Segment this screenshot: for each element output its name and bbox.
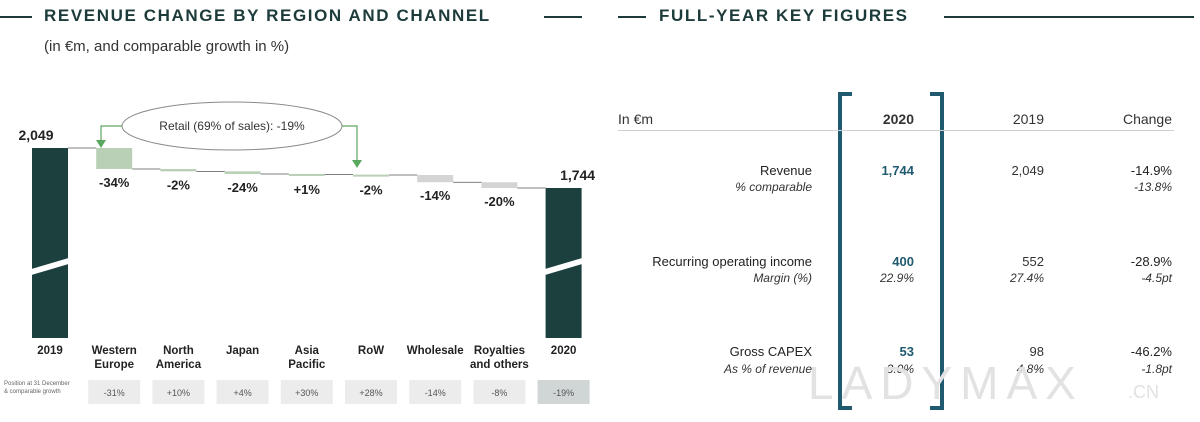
- left-title-rule-right: [544, 16, 582, 18]
- category-label-3: Japan: [226, 345, 259, 357]
- category-label-0: 2019: [37, 345, 63, 357]
- row-capex-sub2020: 3.0%: [886, 362, 914, 376]
- category-label-2: North America: [156, 345, 202, 371]
- bar-change-2: [160, 168, 197, 172]
- category-label-5: RoW: [358, 345, 384, 357]
- row-roi-sub2020: 22.9%: [879, 271, 914, 285]
- right-title-rule-left: [618, 16, 646, 18]
- change-label-1: -34%: [99, 175, 130, 190]
- retail-arrow-left: [100, 125, 122, 142]
- bottom-box-5: [345, 380, 397, 404]
- right-panel-title: FULL-YEAR KEY FIGURES: [659, 6, 909, 25]
- bar-change-1: [96, 148, 133, 169]
- category-label-8: 2020: [551, 345, 577, 357]
- row-capex-change: -46.2%: [1130, 344, 1172, 359]
- bar-start-2019: [32, 148, 68, 338]
- change-label-6: -14%: [420, 188, 451, 203]
- row-revenue-label: Revenue: [759, 163, 812, 178]
- watermark-text: LADYMAX: [808, 357, 1084, 409]
- bottom-value-6: -14%: [425, 388, 446, 398]
- bottom-value-3: +4%: [233, 388, 251, 398]
- row-capex-label: Gross CAPEX: [729, 344, 812, 359]
- retail-arrow-right: [342, 125, 358, 162]
- row-capex-subchange: -1.8pt: [1141, 362, 1172, 376]
- table-header-rule: [618, 130, 1174, 131]
- category-label-1: Western Europe: [92, 345, 137, 371]
- row-capex-2020: 53: [899, 344, 914, 359]
- end-value-label: 1,744: [560, 167, 595, 183]
- watermark-suffix: .CN: [1128, 382, 1159, 402]
- bottom-value-7: -8%: [491, 388, 507, 398]
- right-title-rule-right: [944, 16, 1194, 18]
- bar-change-3: [224, 171, 261, 174]
- retail-arrow-left-head: [96, 140, 106, 148]
- table-header-2020: 2020: [882, 111, 914, 127]
- bottom-value-4: +30%: [295, 388, 318, 398]
- row-capex-sublabel: As % of revenue: [723, 362, 812, 376]
- retail-arrow-right-head: [352, 160, 362, 168]
- table-header-2019: 2019: [1012, 111, 1044, 127]
- row-capex-sub2019: 4.8%: [1016, 362, 1044, 376]
- row-roi-label: Recurring operating income: [652, 254, 812, 269]
- left-panel-subtitle: (in €m, and comparable growth in %): [44, 38, 290, 55]
- bottom-value-2: +10%: [167, 388, 190, 398]
- change-label-3: -24%: [227, 180, 258, 195]
- retail-bubble-text: Retail (69% of sales): -19%: [159, 119, 305, 133]
- row-revenue-2019: 2,049: [1011, 163, 1044, 178]
- row-roi-2019: 552: [1022, 254, 1044, 269]
- bar-change-4: [288, 173, 325, 176]
- bottom-box-7: [473, 380, 526, 404]
- bottom-box-3: [216, 380, 269, 404]
- row-revenue-subchange: -13.8%: [1133, 180, 1172, 194]
- category-label-7: Royalties and others: [470, 345, 529, 371]
- bottom-box-2: [152, 380, 205, 404]
- left-title-rule-left: [0, 16, 32, 18]
- row-roi-sub2019: 27.4%: [1009, 271, 1044, 285]
- row-revenue-2020: 1,744: [881, 163, 914, 178]
- category-label-4: Asia Pacific: [288, 345, 326, 371]
- row-capex-2019: 98: [1029, 344, 1044, 359]
- start-value-label: 2,049: [18, 127, 53, 143]
- row-roi-sublabel: Margin (%): [753, 271, 812, 285]
- left-panel-title: REVENUE CHANGE BY REGION AND CHANNEL: [44, 6, 491, 25]
- year-2020-bracket: [838, 92, 944, 410]
- bottom-row-label: Position at 31 December & comparable grow…: [4, 381, 70, 395]
- change-label-5: -2%: [359, 183, 383, 198]
- bottom-value-1: -31%: [104, 388, 125, 398]
- bar-change-5: [353, 174, 389, 177]
- row-revenue-sublabel: % comparable: [735, 180, 812, 194]
- bottom-box-4: [280, 380, 333, 404]
- row-roi-subchange: -4.5pt: [1141, 271, 1172, 285]
- bottom-box-1: [88, 380, 141, 404]
- bottom-value-8: -19%: [553, 388, 574, 398]
- row-roi-change: -28.9%: [1130, 254, 1172, 269]
- axis-break-end: [541, 257, 586, 276]
- bar-change-6: [417, 175, 454, 183]
- table-header-change: Change: [1122, 111, 1172, 127]
- bar-change-7: [481, 182, 518, 188]
- table-header-unit: In €m: [618, 111, 654, 127]
- axis-break-start: [28, 257, 72, 276]
- change-label-7: -20%: [484, 194, 515, 209]
- change-label-4: +1%: [294, 182, 321, 197]
- row-roi-2020: 400: [892, 254, 914, 269]
- bottom-value-5: +28%: [359, 388, 382, 398]
- change-label-2: -2%: [167, 177, 191, 192]
- row-revenue-change: -14.9%: [1130, 163, 1172, 178]
- waterfall-chart: Retail (69% of sales): -19% -34% -2% -24% +…: [4, 101, 595, 404]
- bottom-box-8: [537, 380, 590, 404]
- bottom-box-6: [409, 380, 462, 404]
- category-label-6: Wholesale: [407, 345, 464, 357]
